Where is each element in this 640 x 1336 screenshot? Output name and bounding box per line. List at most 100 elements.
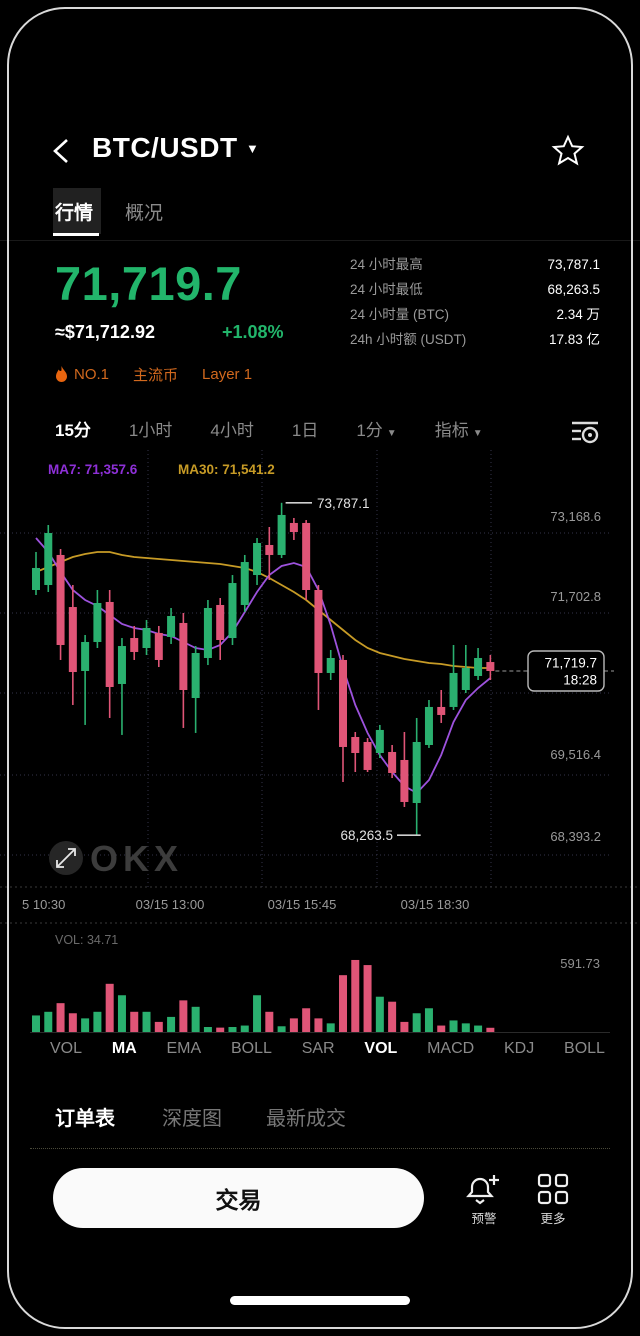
volume-bar <box>81 1018 90 1032</box>
layer-badge[interactable]: Layer 1 <box>202 366 253 383</box>
chevron-down-icon: ▼ <box>386 428 397 439</box>
candle-body <box>339 659 347 747</box>
indicator-kdj[interactable]: KDJ <box>503 1040 535 1057</box>
favorite-star-icon[interactable] <box>550 133 586 169</box>
indicator-settings-icon[interactable] <box>568 418 602 446</box>
candle-body <box>240 562 249 605</box>
candle-body <box>289 522 298 532</box>
stat-label: 24 小时最低 <box>350 282 423 297</box>
category-badge[interactable]: 主流币 <box>133 367 179 384</box>
indicator-boll2[interactable]: BOLL <box>564 1040 605 1057</box>
timeframe-15m[interactable]: 15分 <box>55 421 91 440</box>
last-price: 71,719.7 <box>55 257 242 310</box>
home-indicator[interactable] <box>230 1296 410 1305</box>
volume-bar <box>302 1008 311 1032</box>
more-label: 更多 <box>540 1212 566 1226</box>
candle-body <box>302 522 311 591</box>
volume-bar <box>191 1006 200 1032</box>
indicator-dropdown[interactable]: 指标 ▼ <box>435 416 483 441</box>
y-axis-label: 73,168.6 <box>550 509 601 524</box>
volume-bar <box>449 1020 458 1032</box>
volume-bar <box>474 1025 483 1032</box>
volume-bar <box>437 1025 446 1032</box>
volume-bar <box>142 1011 151 1032</box>
stat-row: 24 小时最低 68,263.5 <box>350 281 600 298</box>
price-change: +1.08% <box>222 322 284 342</box>
indicator-ma[interactable]: MA <box>111 1040 137 1057</box>
indicator-vol-sub[interactable]: VOL <box>364 1040 398 1057</box>
tab-underline <box>53 233 99 236</box>
ma30-legend: MA30: 71,541.2 <box>178 462 275 477</box>
more-button[interactable]: 更多 <box>523 1172 583 1227</box>
candle-body <box>412 741 421 804</box>
tab-market-highlight <box>53 188 101 234</box>
volume-bar <box>130 1011 139 1032</box>
tab-latest-trades[interactable]: 最新成交 <box>266 1108 346 1130</box>
volume-bar <box>339 975 347 1032</box>
candle-body <box>326 657 335 673</box>
tab-market[interactable]: 行情 <box>55 203 94 224</box>
y-axis-label: 68,393.2 <box>550 829 601 844</box>
candle-body <box>375 729 384 754</box>
volume-bar <box>228 1027 237 1032</box>
okx-logo-watermark: OKX <box>90 838 183 879</box>
candle-body <box>400 759 409 802</box>
volume-scale-label: 591.73 <box>560 956 600 971</box>
last-price-box[interactable] <box>527 650 605 692</box>
candle-body <box>44 533 53 586</box>
tab-overview[interactable]: 概况 <box>125 203 164 224</box>
x-axis-label: 03/15 15:45 <box>268 897 337 912</box>
timeframe-1d[interactable]: 1日 <box>291 421 319 440</box>
timeframe-1h[interactable]: 1小时 <box>128 421 173 440</box>
stat-label: 24 小时最高 <box>350 257 423 272</box>
volume-bar <box>486 1027 495 1032</box>
indicator-vol-main[interactable]: VOL <box>50 1040 83 1057</box>
candle-body <box>93 602 102 642</box>
candle-body <box>179 622 188 691</box>
candle-body <box>461 667 470 691</box>
back-icon[interactable] <box>50 137 76 165</box>
stat-value: 68,263.5 <box>547 282 600 297</box>
alert-button[interactable]: 预警 <box>454 1172 514 1227</box>
bell-plus-icon <box>466 1175 499 1205</box>
volume-current-label: VOL: 34.71 <box>55 933 118 947</box>
timeframe-more-dropdown[interactable]: 1分 ▼ <box>356 416 396 441</box>
stat-value: 17.83 亿 <box>548 332 600 347</box>
volume-bar <box>240 1025 249 1032</box>
volume-bar <box>351 959 360 1032</box>
volume-bar <box>167 1016 176 1032</box>
candle-body <box>253 543 262 576</box>
volume-bar <box>412 1013 421 1032</box>
volume-chart[interactable]: VOL: 34.71 591.73 <box>0 922 640 1040</box>
tab-orderbook[interactable]: 订单表 <box>55 1108 115 1130</box>
expand-arrow-icon <box>68 848 76 856</box>
candle-body <box>363 741 372 770</box>
ma30-line <box>35 551 491 669</box>
indicator-macd[interactable]: MACD <box>427 1040 475 1057</box>
candle-body <box>486 662 495 671</box>
indicator-sar[interactable]: SAR <box>301 1040 335 1057</box>
fiat-price: ≈$71,712.92 <box>55 322 155 342</box>
timeframe-4h[interactable]: 4小时 <box>210 421 254 440</box>
volume-bar <box>154 1021 163 1032</box>
low-annotation-label: 68,263.5 <box>340 828 393 843</box>
indicator-boll[interactable]: BOLL <box>230 1040 272 1057</box>
alert-label: 预警 <box>471 1212 497 1226</box>
stat-label: 24 小时量 (BTC) <box>350 307 450 322</box>
pair-title[interactable]: BTC/USDT <box>92 132 238 163</box>
candle-body <box>167 615 176 637</box>
flame-icon <box>56 366 67 382</box>
pair-caret-icon[interactable]: ▼ <box>246 141 259 156</box>
tab-depth[interactable]: 深度图 <box>162 1108 222 1130</box>
candle-body <box>449 672 458 707</box>
trade-button[interactable]: 交易 <box>53 1168 424 1228</box>
volume-bar <box>117 995 126 1032</box>
candle-body <box>351 736 360 754</box>
rank-badge[interactable]: NO.1 <box>55 366 109 383</box>
volume-bar <box>105 983 114 1032</box>
stat-row: 24 小时最高 73,787.1 <box>350 256 600 273</box>
candle-body <box>68 607 77 673</box>
candlestick-chart[interactable]: OKX 73,168.6 71,702.8 69,516.4 68,393.2 73,78… <box>0 450 640 890</box>
token-badges[interactable]: NO.1 主流币 Layer 1 <box>55 364 252 385</box>
indicator-ema[interactable]: EMA <box>166 1040 202 1057</box>
